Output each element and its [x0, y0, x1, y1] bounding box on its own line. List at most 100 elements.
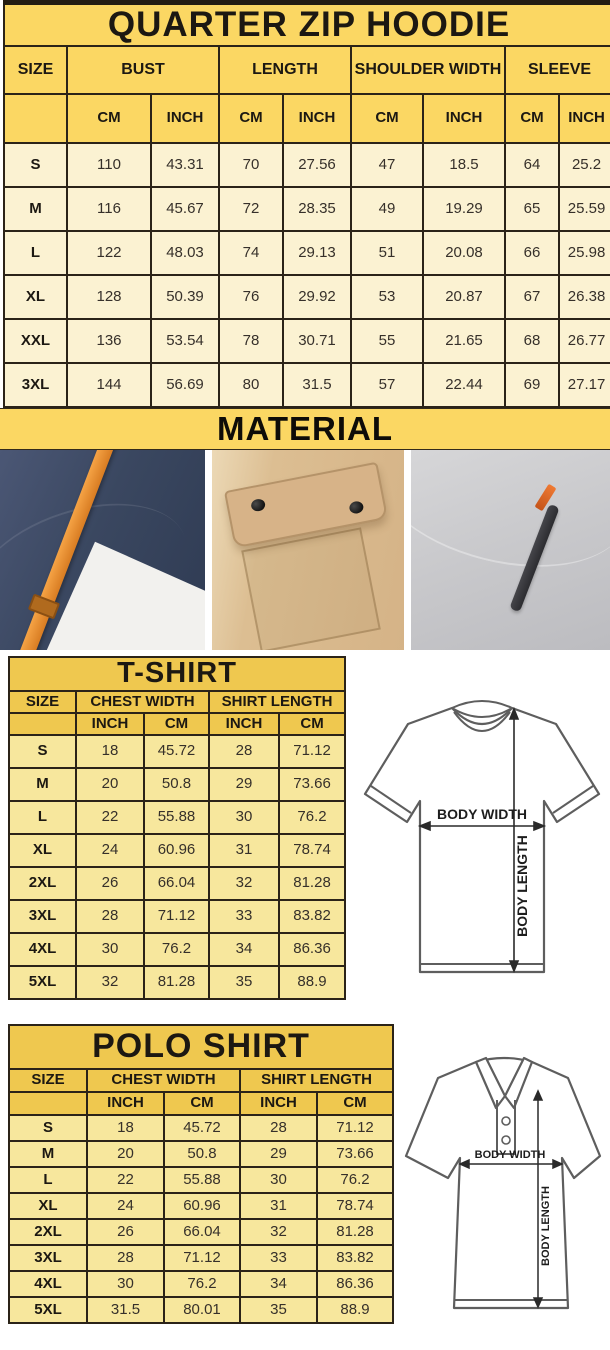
measurement-cell: 71.12 — [277, 733, 347, 769]
measurement-cell: 72 — [218, 186, 284, 232]
tshirt-title-row: T-SHIRT — [7, 656, 347, 692]
measurement-cell: 20 — [75, 766, 145, 802]
collar-rib-line — [453, 711, 511, 732]
measurement-cell: 81.28 — [277, 865, 347, 901]
placket-line — [496, 1100, 516, 1155]
unit-header: INCH — [557, 93, 610, 144]
measurement-cell: 122 — [66, 230, 152, 276]
measurement-cell: 28 — [86, 1244, 165, 1272]
measurement-cell: 45.72 — [163, 1114, 241, 1142]
measurement-cell: 32 — [75, 964, 145, 1000]
measurement-cell: 50.39 — [150, 274, 220, 320]
tshirt-measurement-diagram: BODY WIDTH BODY LENGTH — [363, 700, 601, 974]
right-cuff-stitch — [552, 785, 594, 814]
size-label-cell: S — [8, 1114, 88, 1142]
measurement-cell: 22 — [86, 1166, 165, 1194]
measurement-cell: 71.12 — [315, 1114, 395, 1142]
measurement-cell: 28 — [239, 1114, 318, 1142]
empty-cell — [8, 1091, 88, 1116]
measurement-cell: 49 — [350, 186, 424, 232]
measurement-cell: 29 — [239, 1140, 318, 1168]
measurement-cell: 78.74 — [315, 1192, 395, 1220]
hoodie-group-header-row: SIZE BUST LENGTH SHOULDER WIDTH SLEEVE — [3, 45, 610, 95]
pocket-body — [241, 527, 381, 650]
measurement-cell: 33 — [208, 898, 280, 934]
size-label-cell: S — [3, 142, 68, 188]
size-label-cell: L — [8, 799, 77, 835]
measurement-cell: 45.72 — [143, 733, 210, 769]
measurement-cell: 70 — [218, 142, 284, 188]
polo-collar-right — [503, 1056, 534, 1110]
size-column-header: SIZE — [8, 689, 77, 714]
size-row: M 20 50.8 29 73.66 — [8, 766, 347, 802]
polo-unit-header-row: INCH CM INCH CM — [8, 1091, 395, 1116]
measurement-cell: 29.13 — [282, 230, 352, 276]
collar-rib-line — [451, 707, 513, 718]
hoodie-table-title: QUARTER ZIP HOODIE — [2, 1, 610, 47]
size-row: 5XL 31.5 80.01 35 88.9 — [8, 1296, 395, 1324]
empty-cell — [3, 93, 68, 144]
measurement-cell: 33 — [239, 1244, 318, 1272]
size-row: 3XL 28 71.12 33 83.82 — [8, 898, 347, 934]
unit-header: INCH — [86, 1091, 165, 1116]
material-photo-navy-drawstring — [0, 450, 205, 650]
polo-measurement-diagram: BODY WIDTH BODY LENGTH — [404, 1056, 602, 1310]
measurement-cell: 21.65 — [422, 318, 506, 364]
material-title: MATERIAL — [216, 410, 394, 447]
measurement-cell: 24 — [86, 1192, 165, 1220]
measurement-cell: 18 — [86, 1114, 165, 1142]
body-length-label: BODY LENGTH — [540, 1186, 552, 1266]
polo-outline — [404, 1056, 602, 1310]
measurement-cell: 29.92 — [282, 274, 352, 320]
measurement-cell: 88.9 — [315, 1296, 395, 1324]
measurement-cell: 25.98 — [557, 230, 610, 276]
size-row: L 22 55.88 30 76.2 — [8, 1166, 395, 1194]
size-label-cell: XL — [3, 274, 68, 320]
measurement-cell: 34 — [208, 931, 280, 967]
measurement-cell: 64 — [504, 142, 560, 188]
length-group-header: LENGTH — [218, 45, 352, 95]
measurement-cell: 128 — [66, 274, 152, 320]
unit-header: CM — [350, 93, 424, 144]
measurement-cell: 22 — [75, 799, 145, 835]
measurement-cell: 81.28 — [315, 1218, 395, 1246]
size-label-cell: L — [8, 1166, 88, 1194]
size-label-cell: XL — [8, 832, 77, 868]
size-row: 4XL 30 76.2 34 86.36 — [8, 931, 347, 967]
measurement-cell: 116 — [66, 186, 152, 232]
size-label-cell: 3XL — [3, 362, 68, 408]
measurement-cell: 55.88 — [143, 799, 210, 835]
size-column-header: SIZE — [3, 45, 68, 95]
polo-size-chart-section: POLO SHIRT SIZE CHEST WIDTH SHIRT LENGTH… — [0, 1020, 610, 1345]
size-row: 4XL 30 76.2 34 86.36 — [8, 1270, 395, 1298]
measurement-cell: 30.71 — [282, 318, 352, 364]
hoodie-unit-header-row: CM INCH CM INCH CM INCH CM INCH — [3, 93, 610, 144]
measurement-cell: 60.96 — [163, 1192, 241, 1220]
unit-header: CM — [315, 1091, 395, 1116]
tshirt-group-header-row: SIZE CHEST WIDTH SHIRT LENGTH — [8, 689, 347, 714]
unit-header: CM — [163, 1091, 241, 1116]
snap-button — [348, 500, 365, 515]
size-row: XL 24 60.96 31 78.74 — [8, 1192, 395, 1220]
body-length-label: BODY LENGTH — [514, 835, 530, 937]
measurement-cell: 73.66 — [277, 766, 347, 802]
size-row: 5XL 32 81.28 35 88.9 — [8, 964, 347, 1000]
measurement-cell: 80.01 — [163, 1296, 241, 1324]
measurement-cell: 20.08 — [422, 230, 506, 276]
measurement-cell: 81.28 — [143, 964, 210, 1000]
size-column-header: SIZE — [8, 1068, 88, 1093]
size-row: 3XL 144 56.69 80 31.5 57 22.44 69 27.17 — [3, 362, 610, 408]
polo-size-table: POLO SHIRT SIZE CHEST WIDTH SHIRT LENGTH… — [7, 1024, 395, 1324]
measurement-cell: 67 — [504, 274, 560, 320]
size-row: M 20 50.8 29 73.66 — [8, 1140, 395, 1168]
tshirt-table-title: T-SHIRT — [7, 656, 347, 692]
fabric-fold — [411, 450, 610, 592]
shirt-length-group-header: SHIRT LENGTH — [238, 1068, 395, 1093]
size-label-cell: XXL — [3, 318, 68, 364]
size-row: XL 24 60.96 31 78.74 — [8, 832, 347, 868]
measurement-cell: 50.8 — [163, 1140, 241, 1168]
snap-button — [250, 497, 267, 513]
measurement-cell: 76.2 — [163, 1270, 241, 1298]
measurement-cell: 53.54 — [150, 318, 220, 364]
tshirt-size-chart-section: T-SHIRT SIZE CHEST WIDTH SHIRT LENGTH IN… — [0, 650, 610, 1020]
